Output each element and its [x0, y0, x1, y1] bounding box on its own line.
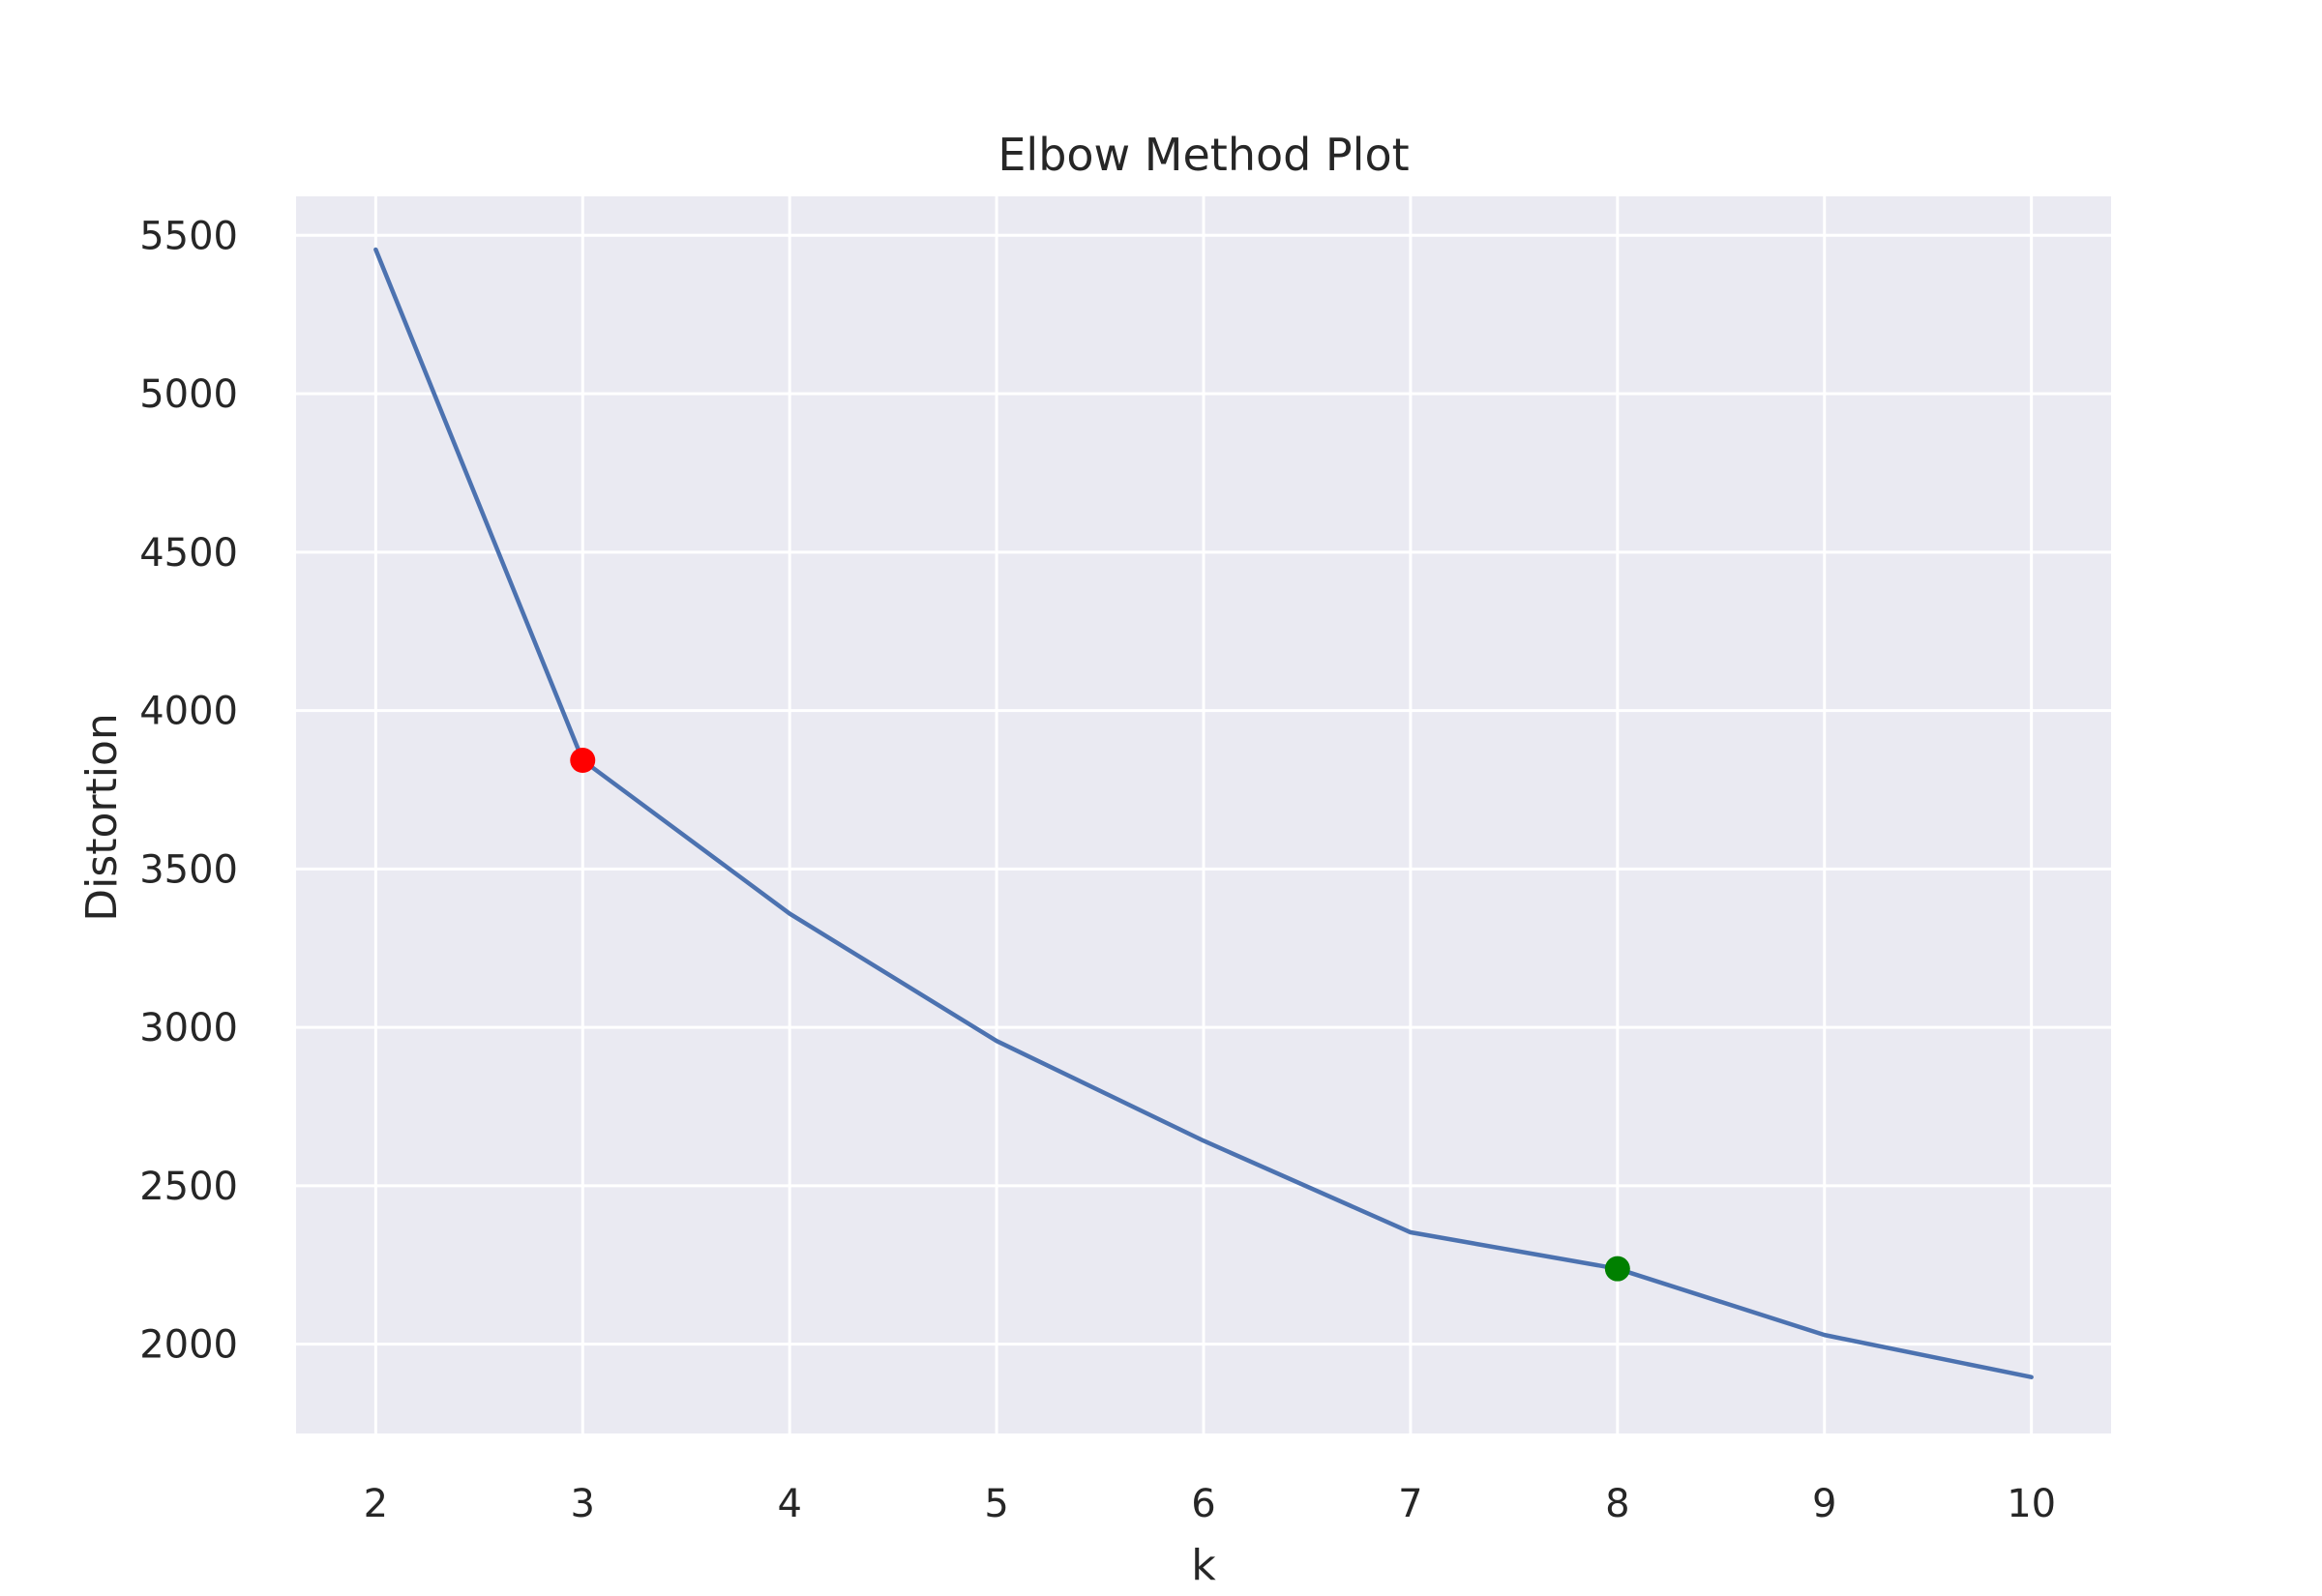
x-tick-label: 6	[1191, 1482, 1215, 1526]
x-tick-label: 10	[2007, 1482, 2056, 1526]
x-tick-label: 4	[777, 1482, 801, 1526]
y-tick-label: 5500	[139, 214, 238, 258]
distortion-line	[373, 247, 2034, 1379]
x-axis-label: k	[1191, 1541, 1216, 1590]
x-tick-label: 2	[364, 1482, 388, 1526]
y-tick-label: 2500	[139, 1165, 238, 1209]
x-tick-labels: 2 3 4 5 6 7 8 9 10	[364, 1482, 2056, 1526]
highlight-point-k3	[570, 748, 596, 774]
x-tick-label: 8	[1605, 1482, 1629, 1526]
series-layer	[373, 247, 2034, 1379]
y-tick-label: 5000	[139, 372, 238, 417]
y-axis-label: Distortion	[77, 713, 127, 922]
y-tick-label: 4000	[139, 690, 238, 734]
x-tick-label: 7	[1398, 1482, 1422, 1526]
x-tick-label: 5	[984, 1482, 1008, 1526]
y-tick-labels: 2000 2500 3000 3500 4000 4500 5000 5500	[139, 214, 238, 1367]
highlight-layer	[570, 748, 1630, 1282]
grid-lines	[296, 196, 2111, 1433]
x-tick-label: 9	[1812, 1482, 1836, 1526]
y-tick-label: 3500	[139, 847, 238, 892]
y-tick-label: 3000	[139, 1006, 238, 1050]
chart-title: Elbow Method Plot	[997, 129, 1409, 181]
highlight-point-k8	[1604, 1256, 1630, 1282]
y-tick-label: 2000	[139, 1323, 238, 1368]
y-tick-label: 4500	[139, 531, 238, 576]
x-tick-label: 3	[571, 1482, 595, 1526]
